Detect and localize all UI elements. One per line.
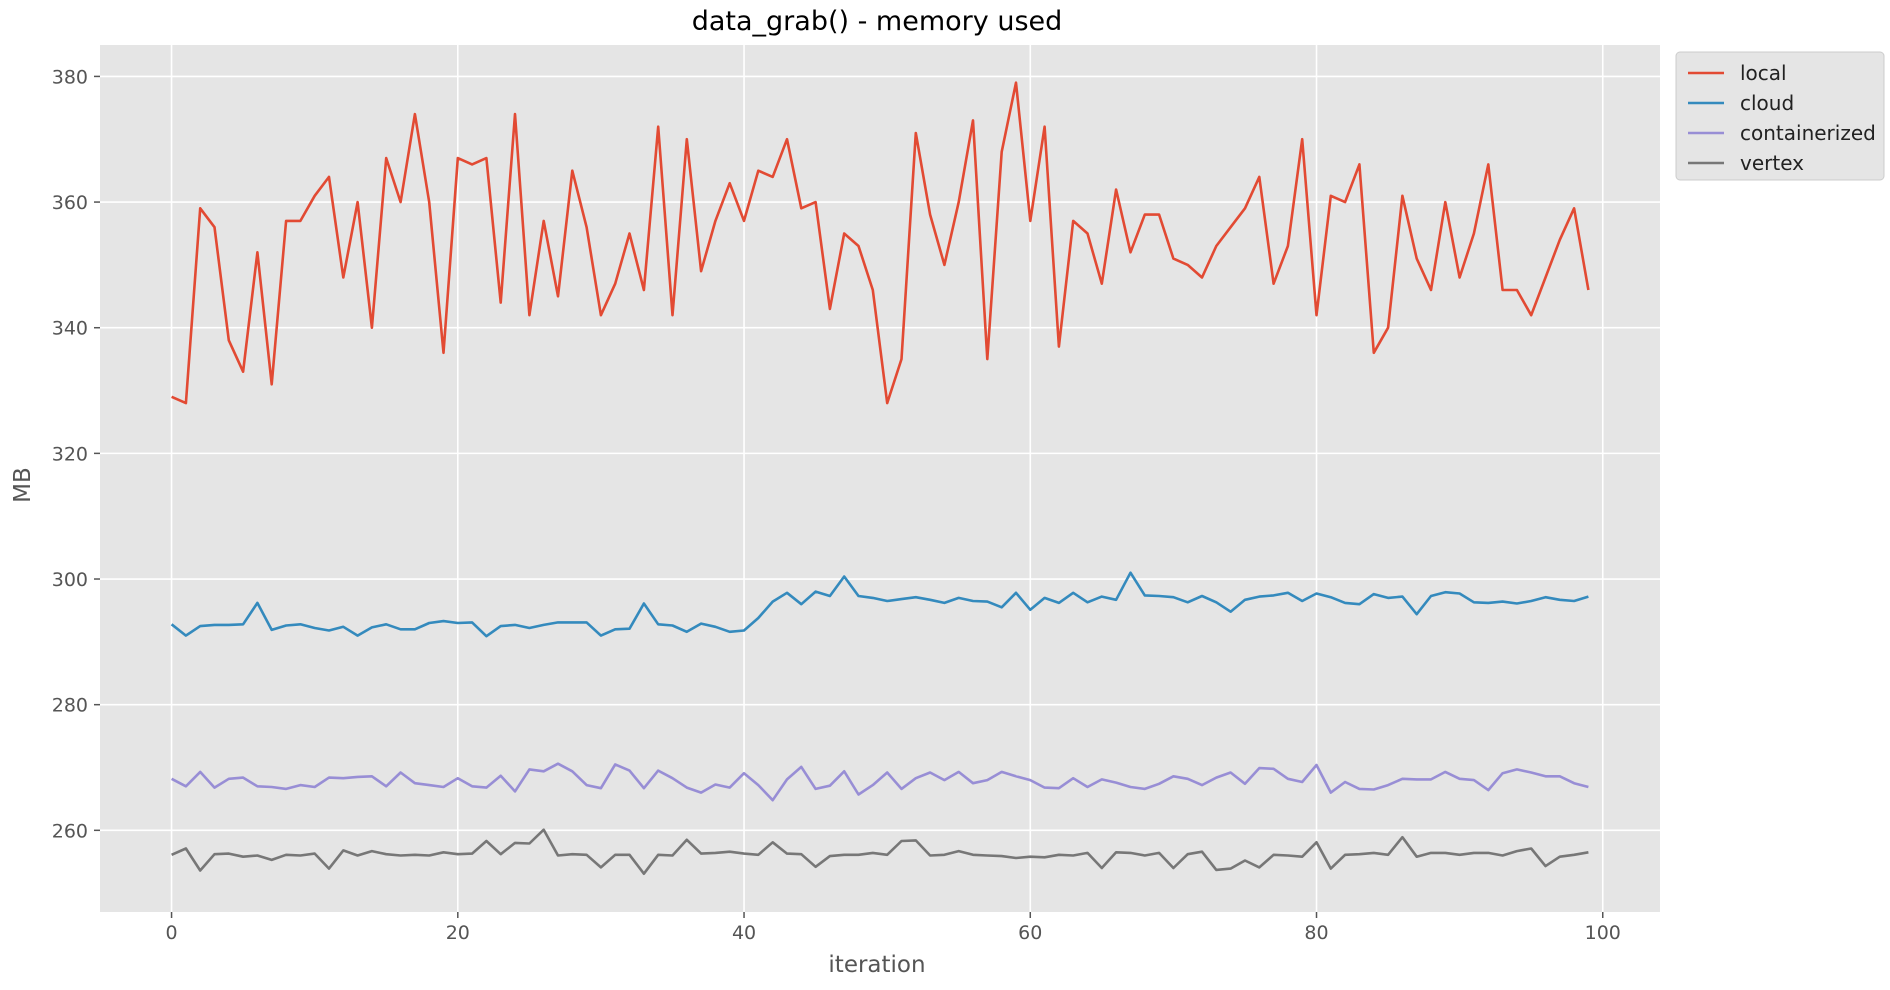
plot-background — [100, 45, 1660, 912]
x-tick-label: 100 — [1585, 922, 1621, 944]
x-axis-label: iteration — [828, 952, 925, 978]
x-tick-label: 0 — [166, 922, 178, 944]
series-line-local — [171, 81, 1590, 405]
series — [170, 81, 1590, 876]
y-tick-label: 260 — [52, 820, 88, 842]
chart-title: data_grab() - memory used — [692, 6, 1063, 37]
y-tick-label: 340 — [52, 318, 88, 340]
legend-label-local: local — [1740, 61, 1787, 85]
x-tick-label: 80 — [1304, 922, 1328, 944]
y-tick-label: 380 — [52, 66, 88, 88]
legend-label-cloud: cloud — [1740, 91, 1794, 115]
y-tick-label: 280 — [52, 695, 88, 717]
y-tick-label: 360 — [52, 192, 88, 214]
y-tick-label: 300 — [52, 569, 88, 591]
series-line-containerized — [170, 762, 1589, 802]
legend-label-vertex: vertex — [1740, 151, 1804, 175]
x-tick-label: 60 — [1018, 922, 1042, 944]
x-tick-label: 20 — [446, 922, 470, 944]
ticks: 0 20 40 60 80 100 260 280 300 320 340 360 380 — [52, 66, 1621, 944]
x-tick-label: 40 — [732, 922, 756, 944]
grid — [100, 45, 1660, 912]
series-line-cloud — [170, 571, 1589, 638]
legend-box — [1675, 51, 1885, 181]
y-tick-label: 320 — [52, 443, 88, 465]
y-axis-label: MB — [10, 467, 36, 503]
legend: local cloud containerized vertex — [1675, 51, 1885, 181]
legend-label-containerized: containerized — [1740, 121, 1876, 145]
series-line-vertex — [171, 828, 1589, 876]
